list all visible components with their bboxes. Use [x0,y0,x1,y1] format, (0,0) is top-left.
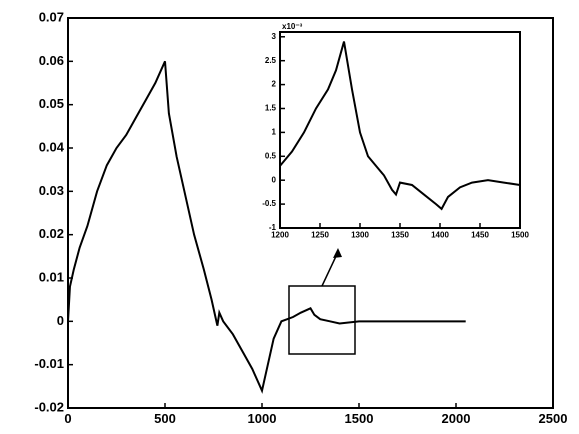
y-tick-label: 0.06 [39,53,64,68]
y-tick-label: -0.5 [262,199,276,208]
x-tick-label: 1200 [271,230,289,239]
y-tick-label: 0.03 [39,183,64,198]
plot-frame [67,17,554,409]
y-tick-label: 3 [272,32,277,41]
y-tick-label: 2.5 [265,56,277,65]
y-tick-label: 2 [272,80,277,89]
x-tick-label: 1350 [391,230,409,239]
y-tick-label: -0.01 [34,356,64,371]
x-tick-label: 1500 [345,411,374,426]
x-tick-label: 1000 [248,411,277,426]
y-tick-label: 0.07 [39,9,64,24]
y-multiplier: x10⁻³ [282,22,303,31]
x-tick-label: 0 [64,411,71,426]
arrow-head [333,248,342,258]
x-tick-label: 500 [154,411,176,426]
inset-frame [279,31,521,229]
y-tick-label: -1 [269,223,277,232]
x-tick-label: 1500 [511,230,529,239]
y-tick-label: 0 [272,175,277,184]
data-line [279,41,521,211]
x-tick-label: 1250 [311,230,329,239]
x-tick-label: 1400 [431,230,449,239]
y-tick-label: 1 [272,127,277,136]
x-tick-label: 2500 [539,411,568,426]
y-tick-label: 0.05 [39,96,64,111]
y-tick-label: 0.04 [39,139,65,154]
y-tick-label: 0 [57,313,64,328]
data-line [67,60,466,394]
y-tick-label: 0.5 [265,151,277,160]
x-tick-label: 1450 [471,230,489,239]
y-tick-label: -0.02 [34,399,64,414]
x-tick-label: 2000 [442,411,471,426]
x-tick-label: 1300 [351,230,369,239]
y-tick-label: 1.5 [265,104,277,113]
y-tick-label: 0.01 [39,269,64,284]
y-tick-label: 0.02 [39,226,64,241]
